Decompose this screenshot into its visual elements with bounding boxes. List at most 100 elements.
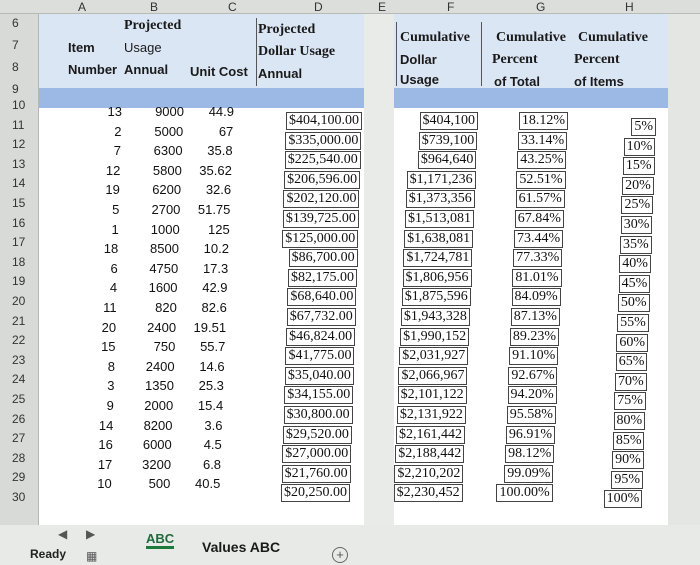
cell-cumulative-percent-items[interactable]: 40%: [619, 255, 651, 274]
cell-cumulative-percent-total[interactable]: 33.14%: [518, 131, 568, 150]
cell-cumulative-percent-total[interactable]: 77.33%: [513, 249, 563, 268]
cell-cumulative-percent-items[interactable]: 100%: [603, 490, 643, 509]
cell-item-number[interactable]: 1: [111, 221, 119, 237]
cell-unit-cost[interactable]: 10.2: [203, 241, 229, 257]
cell-item-number[interactable]: 5: [112, 202, 120, 217]
cell-projected-usage[interactable]: 6300: [153, 143, 183, 159]
cell-dollar-usage[interactable]: $27,000.00: [282, 445, 352, 464]
cell-unit-cost[interactable]: 55.7: [200, 339, 226, 355]
cell-dollar-usage[interactable]: $139,725.00: [282, 210, 359, 228]
row-header-26[interactable]: 26: [12, 411, 26, 426]
add-sheet-button[interactable]: +: [332, 547, 348, 563]
column-header-e[interactable]: E: [378, 0, 387, 14]
cell-cumulative-percent-items[interactable]: 60%: [616, 333, 649, 352]
row-header-20[interactable]: 20: [12, 294, 26, 308]
cell-cumulative-percent-items[interactable]: 30%: [620, 216, 653, 234]
cell-projected-usage[interactable]: 5800: [152, 162, 182, 178]
cell-cumulative-percent-total[interactable]: 99.09%: [504, 464, 554, 483]
cell-dollar-usage[interactable]: $34,155.00: [284, 386, 354, 405]
cell-dollar-usage[interactable]: $86,700.00: [288, 249, 358, 268]
cell-dollar-usage[interactable]: $46,824.00: [286, 327, 356, 346]
row-header-13[interactable]: 13: [12, 156, 26, 171]
cell-cumulative-percent-total[interactable]: 84.09%: [511, 288, 561, 307]
cell-dollar-usage[interactable]: $404,100.00: [286, 112, 362, 130]
cell-dollar-usage[interactable]: $41,775.00: [285, 347, 355, 366]
row-header-18[interactable]: 18: [12, 254, 26, 269]
cell-item-number[interactable]: 3: [107, 378, 115, 394]
cell-projected-usage[interactable]: 8200: [143, 417, 173, 433]
cell-projected-usage[interactable]: 4750: [149, 260, 179, 276]
cell-projected-usage[interactable]: 2400: [147, 319, 177, 335]
cell-cumulative-percent-items[interactable]: 85%: [612, 431, 645, 450]
cell-dollar-usage[interactable]: $68,640.00: [287, 288, 357, 307]
cell-unit-cost[interactable]: 14.6: [199, 358, 225, 374]
cell-projected-usage[interactable]: 6200: [152, 182, 182, 198]
cell-cumulative-dollar[interactable]: $2,101,122: [397, 386, 467, 405]
cell-cumulative-dollar[interactable]: $1,943,328: [400, 308, 470, 326]
cell-cumulative-percent-total[interactable]: 92.67%: [508, 366, 558, 385]
cell-cumulative-dollar[interactable]: $1,638,081: [404, 229, 474, 248]
cell-cumulative-percent-total[interactable]: 100.00%: [496, 484, 553, 503]
cell-dollar-usage[interactable]: $20,250.00: [281, 484, 351, 503]
cell-unit-cost[interactable]: 15.4: [197, 398, 224, 413]
row-header-10[interactable]: 10: [12, 98, 26, 112]
cell-unit-cost[interactable]: 4.5: [203, 437, 222, 453]
cell-cumulative-percent-total[interactable]: 81.01%: [512, 268, 562, 287]
cell-cumulative-percent-total[interactable]: 89.23%: [509, 327, 560, 346]
cell-projected-usage[interactable]: 8500: [150, 241, 179, 257]
cell-projected-usage[interactable]: 2700: [151, 202, 181, 217]
cell-cumulative-percent-items[interactable]: 15%: [622, 157, 655, 176]
cell-projected-usage[interactable]: 5000: [154, 123, 184, 139]
cell-unit-cost[interactable]: 44.9: [208, 104, 234, 119]
cell-cumulative-dollar[interactable]: $1,724,781: [403, 249, 473, 268]
tab-scroll-left-icon[interactable]: ◀: [58, 527, 68, 541]
cell-cumulative-percent-total[interactable]: 95.58%: [506, 406, 556, 424]
cell-cumulative-dollar[interactable]: $1,171,236: [406, 170, 476, 189]
cell-item-number[interactable]: 8: [107, 358, 115, 374]
cell-cumulative-dollar[interactable]: $2,161,442: [396, 425, 466, 444]
cell-item-number[interactable]: 18: [103, 241, 119, 257]
cell-cumulative-dollar[interactable]: $1,806,956: [402, 268, 472, 287]
row-header-12[interactable]: 12: [12, 137, 26, 152]
cell-dollar-usage[interactable]: $67,732.00: [286, 308, 356, 326]
cell-item-number[interactable]: 7: [113, 143, 121, 159]
macro-record-icon[interactable]: ▦: [86, 549, 98, 563]
cell-cumulative-dollar[interactable]: $739,100: [418, 131, 478, 150]
cell-dollar-usage[interactable]: $206,596.00: [284, 170, 361, 189]
cell-dollar-usage[interactable]: $21,760.00: [281, 464, 351, 483]
cell-item-number[interactable]: 13: [107, 104, 122, 119]
cell-cumulative-percent-items[interactable]: 20%: [622, 176, 654, 195]
cell-cumulative-dollar[interactable]: $1,513,081: [404, 210, 474, 228]
cell-dollar-usage[interactable]: $30,800.00: [283, 406, 353, 424]
cell-dollar-usage[interactable]: $29,520.00: [282, 425, 352, 444]
cell-cumulative-percent-total[interactable]: 73.44%: [513, 229, 564, 248]
cell-projected-usage[interactable]: 2400: [145, 358, 175, 374]
cell-cumulative-percent-total[interactable]: 94.20%: [507, 386, 557, 405]
cell-cumulative-percent-items[interactable]: 55%: [617, 314, 649, 332]
cell-unit-cost[interactable]: 82.6: [201, 300, 227, 315]
column-header-b[interactable]: B: [150, 0, 159, 14]
cell-cumulative-percent-items[interactable]: 50%: [617, 294, 650, 313]
cell-item-number[interactable]: 4: [109, 280, 118, 296]
cell-item-number[interactable]: 10: [97, 476, 112, 492]
column-header-f[interactable]: F: [447, 0, 455, 14]
cell-cumulative-percent-items[interactable]: 75%: [614, 392, 646, 411]
cell-unit-cost[interactable]: 40.5: [195, 476, 221, 492]
row-header-25[interactable]: 25: [12, 392, 26, 406]
cell-unit-cost[interactable]: 125: [207, 221, 230, 237]
cell-projected-usage[interactable]: 1600: [148, 280, 178, 296]
cell-cumulative-percent-total[interactable]: 52.51%: [516, 170, 566, 189]
cell-item-number[interactable]: 20: [101, 319, 117, 335]
cell-projected-usage[interactable]: 750: [153, 339, 176, 355]
cell-dollar-usage[interactable]: $35,040.00: [284, 366, 354, 385]
cell-cumulative-dollar[interactable]: $2,131,922: [396, 406, 466, 424]
cell-dollar-usage[interactable]: $225,540.00: [284, 151, 361, 170]
cell-cumulative-dollar[interactable]: $1,990,152: [400, 327, 470, 346]
cell-cumulative-dollar[interactable]: $2,188,442: [395, 445, 465, 464]
cell-cumulative-percent-items[interactable]: 65%: [615, 353, 648, 372]
cell-item-number[interactable]: 17: [97, 456, 113, 472]
row-header-9[interactable]: 9: [12, 82, 19, 96]
tab-values-abc[interactable]: Values ABC: [202, 539, 281, 555]
cell-item-number[interactable]: 14: [98, 417, 114, 433]
cell-projected-usage[interactable]: 2000: [144, 398, 174, 413]
